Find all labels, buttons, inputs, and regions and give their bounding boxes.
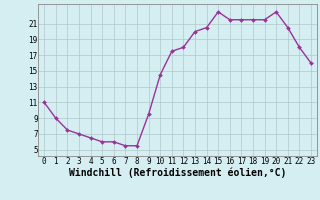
X-axis label: Windchill (Refroidissement éolien,°C): Windchill (Refroidissement éolien,°C) (69, 167, 286, 178)
